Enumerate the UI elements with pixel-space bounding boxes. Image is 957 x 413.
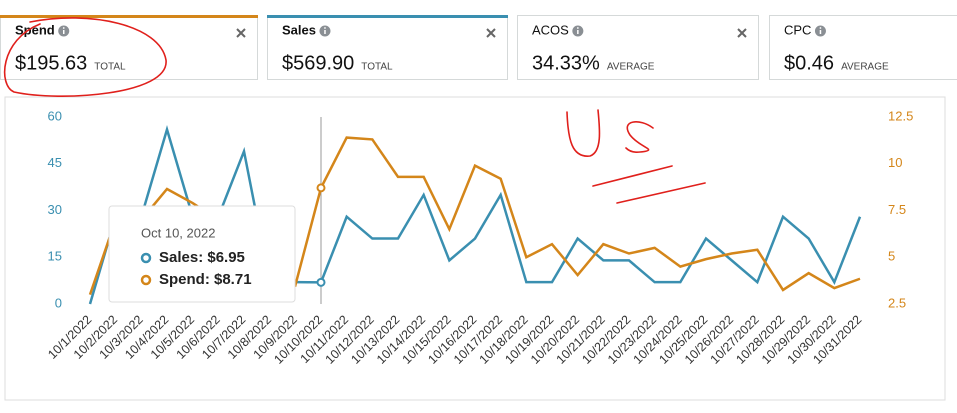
tooltip: Oct 10, 2022 Sales: $6.95 Spend: $8.71 bbox=[109, 206, 295, 302]
info-icon-dot bbox=[820, 27, 822, 29]
tooltip-title: Oct 10, 2022 bbox=[141, 225, 215, 240]
metric-value: $569.90 bbox=[282, 52, 354, 74]
metric-note: TOTAL bbox=[361, 62, 393, 73]
y2-tick-label: 10 bbox=[888, 155, 902, 170]
metric-label: CPC bbox=[784, 22, 811, 37]
y2-tick-label: 5 bbox=[888, 249, 895, 264]
hover-point bbox=[318, 279, 325, 286]
y-tick-label: 15 bbox=[48, 249, 62, 264]
tooltip-item: Spend: $8.71 bbox=[159, 271, 252, 288]
y-tick-label: 45 bbox=[48, 155, 62, 170]
metric-value: 34.33% bbox=[532, 52, 600, 74]
tooltip-swatch bbox=[142, 254, 150, 262]
metric-note: AVERAGE bbox=[841, 62, 889, 73]
tooltip-swatch bbox=[142, 276, 150, 284]
info-icon-dot bbox=[324, 27, 326, 29]
y2-tick-label: 12.5 bbox=[888, 108, 913, 123]
info-icon-dot bbox=[577, 27, 579, 29]
y2-tick-label: 2.5 bbox=[888, 295, 906, 310]
metric-label: Sales bbox=[282, 22, 316, 37]
metric-card[interactable]: CPC $0.46 AVERAGE bbox=[770, 16, 957, 80]
y-tick-label: 30 bbox=[48, 202, 62, 217]
hover-point bbox=[318, 184, 325, 191]
metric-value: $195.63 bbox=[15, 52, 87, 74]
y-tick-label: 0 bbox=[55, 295, 62, 310]
card-accent bbox=[267, 15, 508, 18]
metric-card[interactable]: Sales $569.90 TOTAL bbox=[267, 15, 508, 80]
metric-note: TOTAL bbox=[94, 62, 126, 73]
y2-tick-label: 7.5 bbox=[888, 202, 906, 217]
metric-card[interactable]: ACOS 34.33% AVERAGE bbox=[518, 16, 759, 80]
card-accent bbox=[0, 15, 258, 18]
metric-label: ACOS bbox=[532, 22, 569, 37]
info-icon-dot bbox=[63, 27, 65, 29]
y-tick-label: 60 bbox=[48, 108, 62, 123]
metric-note: AVERAGE bbox=[607, 62, 655, 73]
tooltip-item: Sales: $6.95 bbox=[159, 249, 245, 266]
metric-value: $0.46 bbox=[784, 52, 834, 74]
